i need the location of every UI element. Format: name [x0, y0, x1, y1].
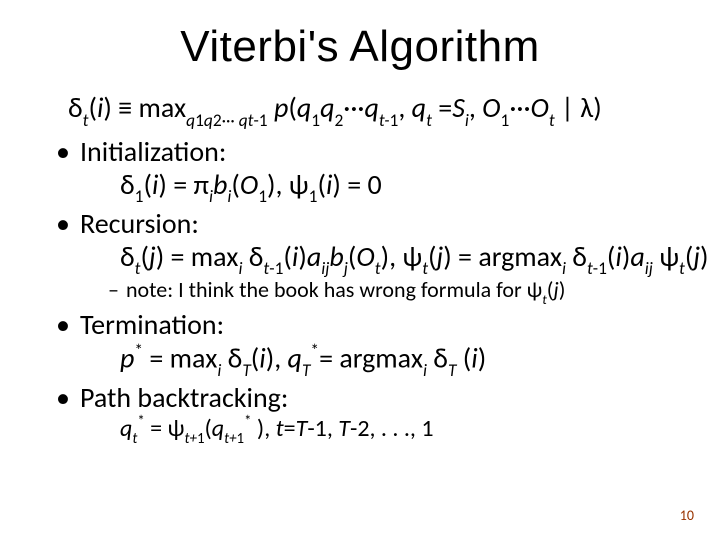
item-recursion: Recursion: δt(j) = maxi δt-1(i)aijbj(Ot)… — [50, 207, 680, 307]
slide-title: Viterbi's Algorithm — [40, 22, 680, 72]
recursion-formula: δt(j) = maxi δt-1(i)aijbj(Ot), ψt(j) = a… — [120, 240, 680, 277]
recursion-note: note: I think the book has wrong formula… — [108, 277, 680, 306]
termination-formula: p* = maxi δT(i), qT*= argmaxi δT (i) — [120, 341, 680, 378]
item-termination: Termination: p* = maxi δT(i), qT*= argma… — [50, 308, 680, 378]
init-formula: δ1(i) = πibi(O1), ψ1(i) = 0 — [120, 168, 680, 205]
item-initialization: Initialization: δ1(i) = πibi(O1), ψ1(i) … — [50, 135, 680, 205]
item-label: Termination: — [80, 307, 224, 342]
path-formula: qt* = ψt+1(qt+1* ), t=T-1, T-2, . . ., 1 — [120, 414, 680, 446]
item-path-backtracking: Path backtracking: qt* = ψt+1(qt+1* ), t… — [50, 381, 680, 446]
definition-line: δt(i) ≡ maxq1q2··· qt-1 p(q1q2···qt-1, q… — [68, 90, 680, 129]
item-label: Initialization: — [80, 134, 226, 169]
bullet-list: Initialization: δ1(i) = πibi(O1), ψ1(i) … — [40, 135, 680, 446]
page-number: 10 — [680, 507, 694, 524]
slide: Viterbi's Algorithm δt(i) ≡ maxq1q2··· q… — [0, 0, 720, 540]
item-label: Recursion: — [80, 206, 199, 241]
item-label: Path backtracking: — [80, 380, 288, 415]
